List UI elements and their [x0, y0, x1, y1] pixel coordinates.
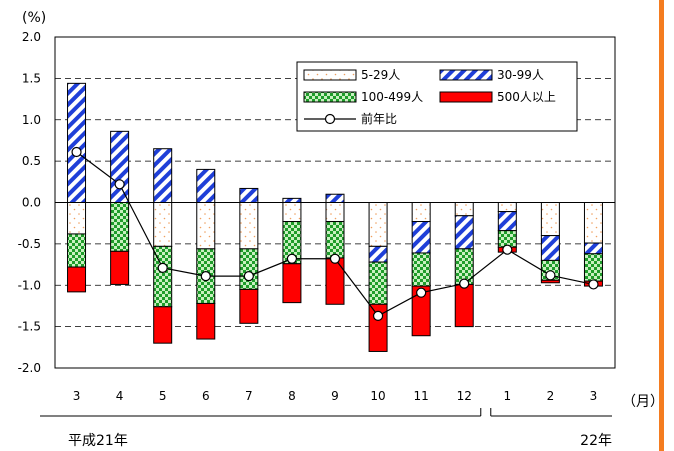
- bar-segment: [325, 221, 345, 259]
- bar-segment: [411, 202, 431, 223]
- y-tick-label: -2.0: [18, 361, 41, 375]
- yoy-point: [200, 271, 211, 282]
- bar-segment: [239, 187, 259, 203]
- bar-segment: [282, 263, 302, 304]
- bar-segment: [282, 202, 302, 223]
- bar-segment: [239, 248, 259, 290]
- x-axis-ticks: 3 4 5 6 7 8 9 10 11 12 1 2 3: [73, 389, 598, 403]
- bar-segment: [67, 233, 87, 268]
- yoy-point: [329, 253, 341, 264]
- yoy-point: [459, 278, 470, 289]
- yoy-point: [545, 270, 556, 281]
- bar-segment: [153, 306, 173, 344]
- x-tick-label: 6: [202, 389, 210, 403]
- bar-segment: [325, 193, 345, 204]
- yoy-point: [588, 279, 599, 290]
- y-tick-label: 0.5: [22, 154, 41, 168]
- yoy-point: [114, 179, 125, 190]
- x-tick-label: 9: [331, 389, 339, 403]
- yoy-line: [71, 146, 599, 321]
- bar-segment: [368, 261, 388, 305]
- bar-segment: [540, 235, 560, 261]
- yoy-point: [416, 287, 427, 298]
- yoy-point: [243, 271, 254, 282]
- y-tick-label: -1.5: [18, 320, 41, 334]
- bar-segment: [110, 202, 130, 252]
- legend-swatch-100-499: [303, 91, 357, 103]
- y-axis-ticks: 2.0 1.5 1.0 0.5 0.0 -0.5 -1.0 -1.5 -2.0: [18, 30, 41, 375]
- x-tick-label: 2: [547, 389, 555, 403]
- x-tick-label: 3: [73, 389, 81, 403]
- bar-segment: [153, 148, 173, 203]
- bar-segment: [454, 202, 474, 217]
- bar-segment: [411, 252, 431, 287]
- legend-label-100-499: 100-499人: [361, 90, 423, 104]
- year-groups: 平成21年 22年: [40, 408, 612, 449]
- bar-segment: [540, 279, 560, 284]
- y-tick-label: 0.0: [22, 196, 41, 210]
- bar-segment: [583, 253, 603, 282]
- yoy-point: [71, 146, 82, 158]
- bar-segment: [583, 242, 603, 255]
- bar-segment: [196, 302, 216, 340]
- bar-segment: [454, 215, 474, 250]
- legend: 5-29人 30-99人 100-499人 500人以上 前年比: [296, 61, 578, 132]
- legend-label-30-99: 30-99人: [497, 68, 544, 82]
- y-tick-label: -0.5: [18, 237, 41, 251]
- legend-label-yoy: 前年比: [361, 111, 397, 126]
- bar-segment: [196, 202, 216, 250]
- bar-segment: [196, 168, 216, 203]
- bar-segment: [67, 202, 87, 235]
- y-tick-label: 1.0: [22, 113, 41, 127]
- bar-segment: [411, 221, 431, 254]
- legend-label-500: 500人以上: [497, 90, 556, 104]
- yoy-point: [286, 253, 298, 264]
- bar-segment: [540, 202, 560, 237]
- bar-segment: [282, 197, 302, 204]
- y-tick-label: 1.5: [22, 71, 41, 85]
- bar-segment: [325, 202, 345, 223]
- bar-segment: [110, 250, 130, 285]
- x-tick-label: 10: [370, 389, 385, 403]
- bar-segment: [239, 202, 259, 250]
- bar-segment: [239, 288, 259, 324]
- y-tick-label: 2.0: [22, 30, 41, 44]
- x-tick-label: 7: [245, 389, 253, 403]
- bar-segment: [110, 130, 130, 204]
- x-tick-label: 5: [159, 389, 167, 403]
- bar-segment: [497, 202, 517, 213]
- accent-bar: [659, 0, 664, 451]
- x-tick-label: 12: [457, 389, 472, 403]
- legend-label-5-29: 5-29人: [361, 68, 400, 82]
- year-label: 22年: [580, 433, 612, 449]
- x-tick-label: 8: [288, 389, 296, 403]
- bar-segment: [153, 202, 173, 247]
- y-tick-label: -1.0: [18, 278, 41, 292]
- bar-segment: [67, 266, 87, 293]
- bar-segment: [325, 257, 345, 305]
- bar-segment: [454, 283, 474, 328]
- legend-marker-yoy: [324, 113, 336, 125]
- x-tick-label: 11: [414, 389, 429, 403]
- yoy-point: [372, 310, 384, 321]
- bar-segment: [368, 245, 388, 263]
- bar-segment: [67, 82, 87, 203]
- year-label: 平成21年: [68, 433, 128, 449]
- legend-swatch-500: [439, 91, 493, 103]
- yoy-point: [157, 262, 168, 273]
- legend-swatch-5-29: [303, 69, 357, 81]
- bar-segment: [411, 285, 431, 337]
- legend-swatch-30-99: [439, 69, 493, 81]
- x-tick-label: 1: [503, 389, 511, 403]
- bar-segment: [583, 202, 603, 244]
- yoy-point: [502, 244, 513, 255]
- y-unit-label: (%): [22, 10, 46, 26]
- x-tick-label: 3: [590, 389, 598, 403]
- bar-segment: [497, 211, 517, 232]
- bar-segment: [368, 202, 388, 247]
- x-tick-label: 4: [116, 389, 124, 403]
- x-unit-label: （月）: [622, 394, 664, 410]
